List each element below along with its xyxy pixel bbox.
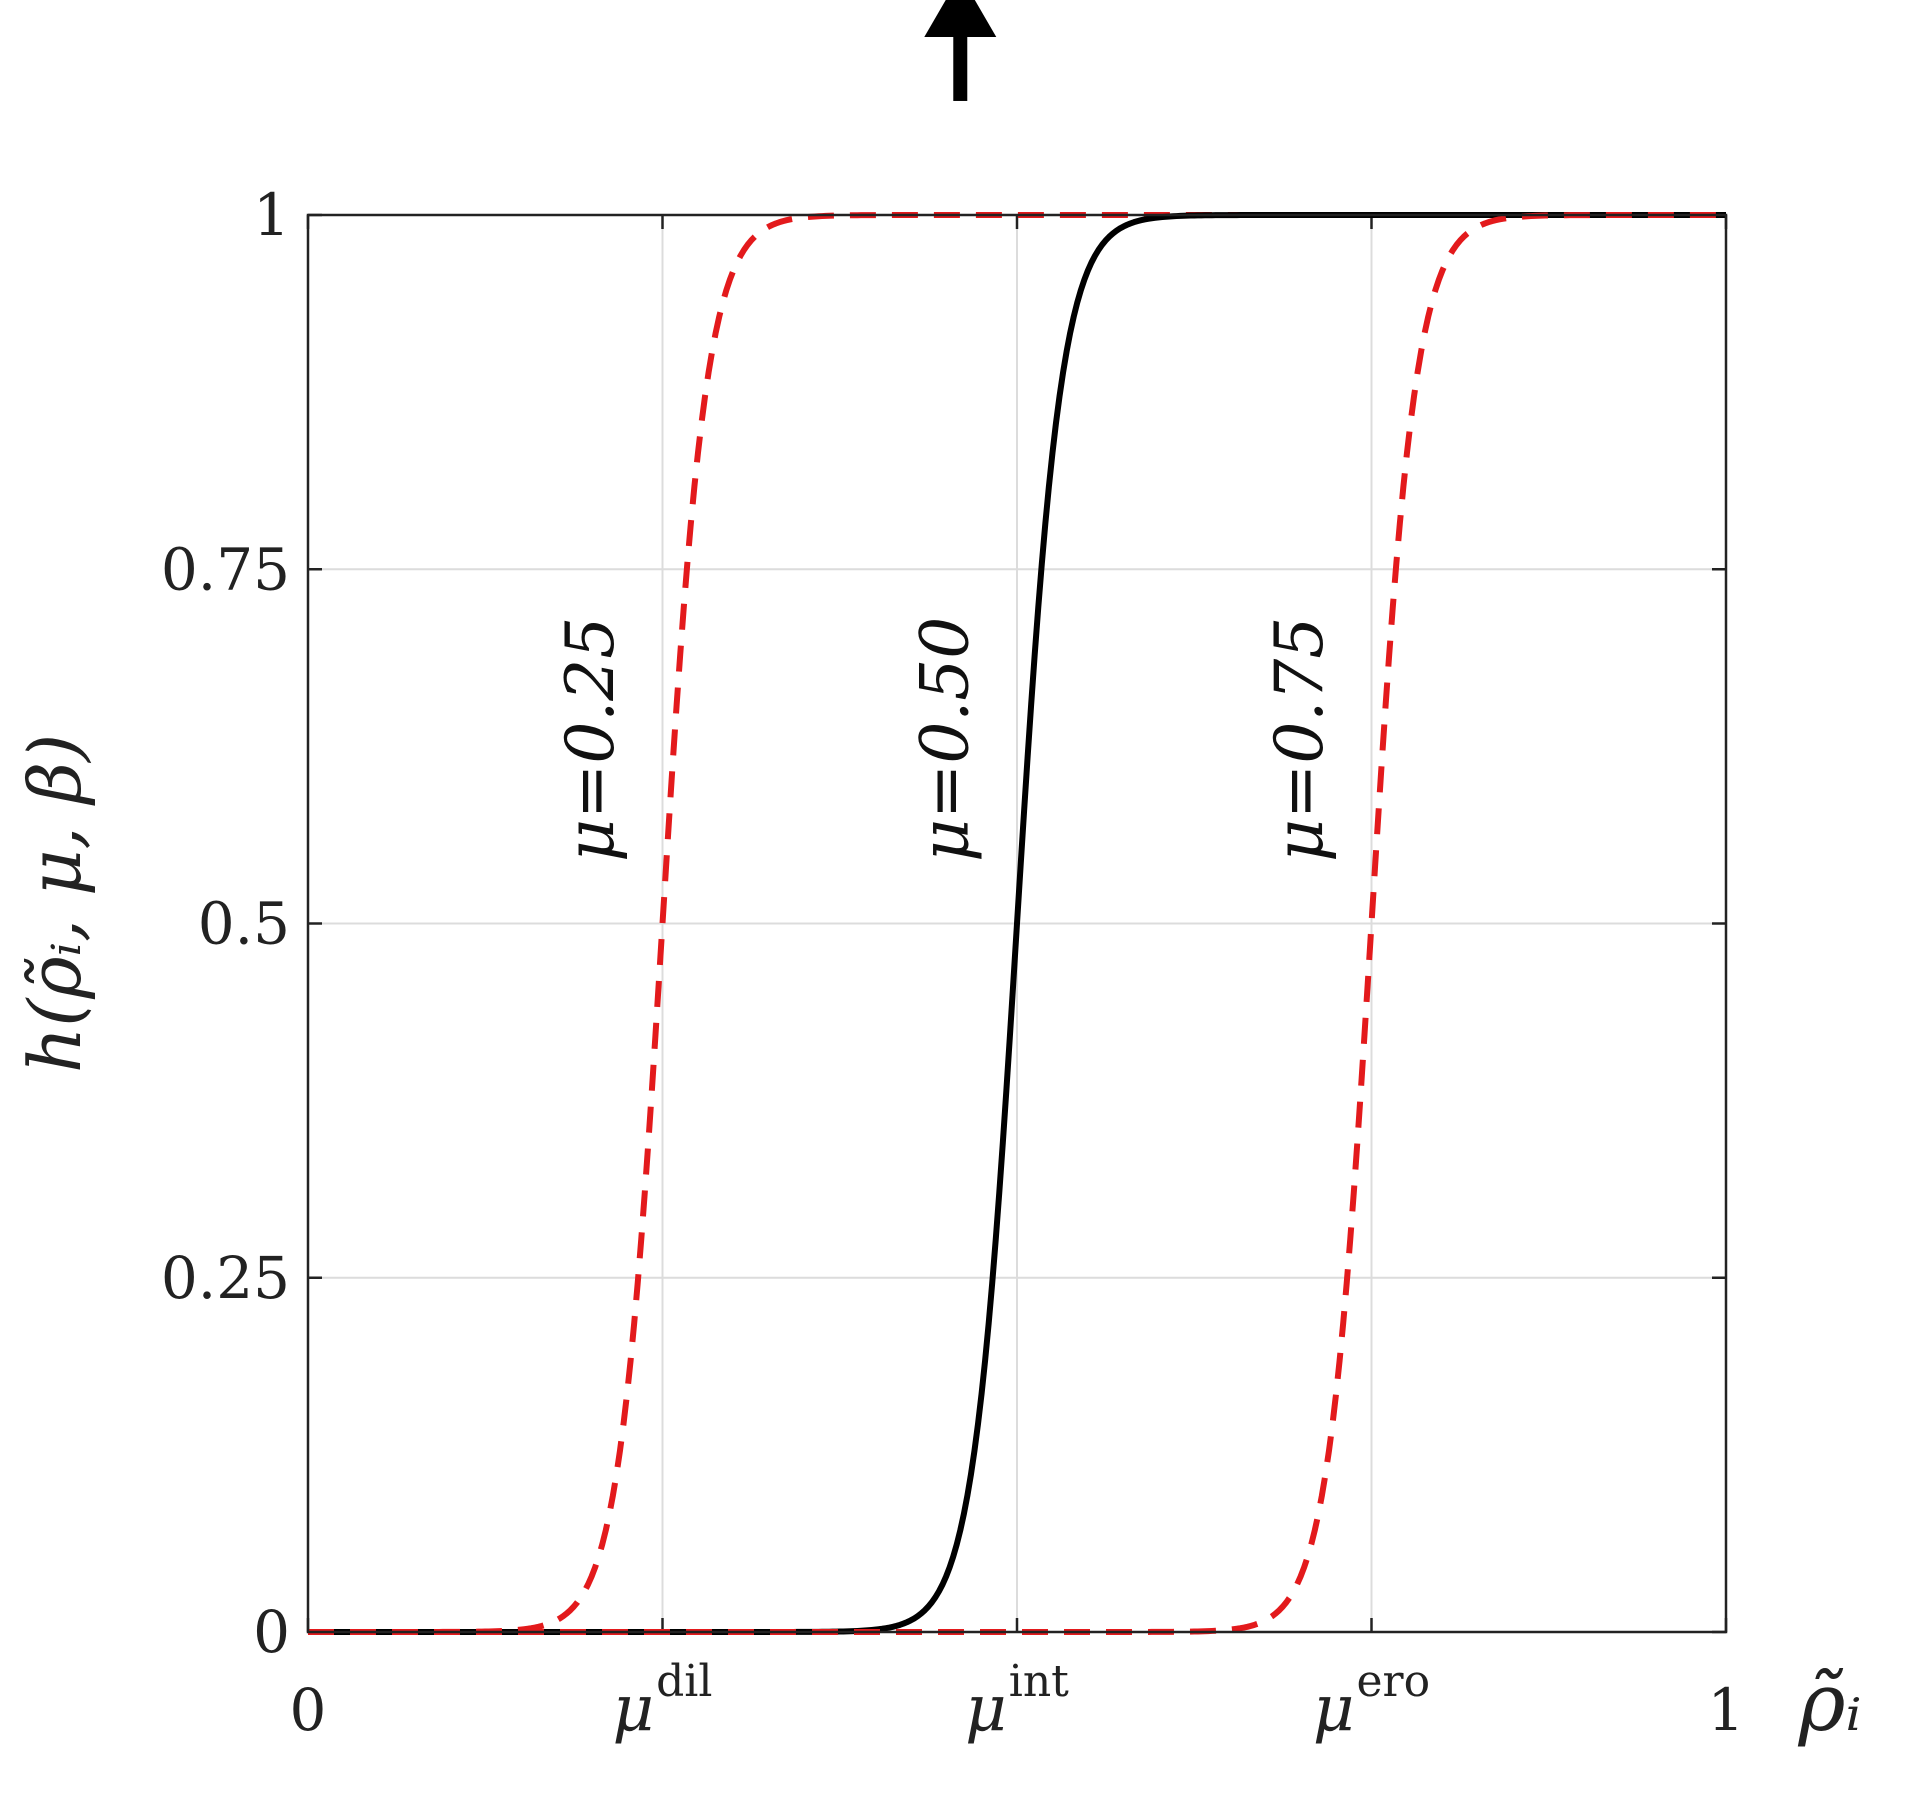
tick-labels: 0 μdil μint μero 1 0 0.25 0.5 0.75 1 — [161, 181, 1745, 1746]
x-tick-label-0: 0 — [290, 1676, 327, 1744]
up-arrow-icon — [924, 0, 997, 101]
curve-labels: μ=0.25 μ=0.50 μ=0.75 — [552, 617, 1338, 862]
y-tick-label-1: 0.25 — [161, 1244, 290, 1312]
arrow-shaft — [953, 34, 968, 101]
x-tick-label-4: 1 — [1708, 1676, 1745, 1744]
series-label-0: μ=0.25 — [552, 617, 629, 862]
x-axis-label: ρ̃ᵢ — [1797, 1656, 1861, 1749]
x-tick-label-3: μero — [1313, 1656, 1430, 1746]
y-tick-label-4: 1 — [253, 181, 290, 249]
x-tick-label-1: μdil — [613, 1656, 713, 1746]
series-label-1: μ=0.50 — [906, 617, 983, 862]
x-tick-label-2: μint — [965, 1656, 1069, 1746]
y-tick-label-3: 0.75 — [161, 535, 290, 603]
arrow-head — [924, 0, 997, 37]
y-tick-label-2: 0.5 — [198, 890, 290, 958]
plot-frame — [306, 213, 1728, 1634]
series-line-mu-0-75 — [308, 212, 1726, 1635]
series-label-2: μ=0.75 — [1261, 617, 1338, 862]
y-axis-label: h(ρ̃ᵢ, μ, β) — [13, 734, 97, 1073]
y-tick-label-0: 0 — [253, 1598, 290, 1666]
